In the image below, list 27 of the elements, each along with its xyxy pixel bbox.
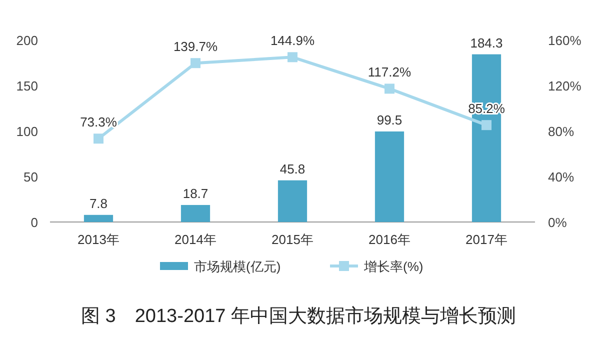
y2tick: 40% (548, 170, 574, 184)
data-label: 139.7% (173, 39, 218, 54)
y2tick: 0% (548, 215, 567, 230)
data-label: 18.7 (182, 186, 208, 201)
ytick: 200 (16, 33, 38, 48)
data-label: 184.3 (470, 35, 503, 50)
data-label: 7.8 (89, 196, 108, 211)
data-label: 144.9% (270, 33, 315, 48)
xtick: 2016年 (368, 232, 410, 247)
data-label: 99.5 (376, 112, 402, 128)
legend-label: 增长率(%) (364, 259, 424, 274)
legend-label: 市场规模(亿元) (194, 259, 281, 274)
y2tick: 80% (548, 124, 574, 139)
data-label: 117.2% (368, 64, 412, 80)
ytick: 100 (16, 124, 38, 139)
xtick: 2013年 (78, 232, 120, 247)
xtick: 2015年 (272, 232, 314, 247)
ytick: 150 (16, 78, 38, 94)
xtick: 2017年 (466, 232, 508, 247)
data-label: 73.3% (80, 114, 117, 130)
data-label: 45.8 (280, 161, 306, 176)
xtick: 2014年 (174, 232, 216, 247)
title: 图 3 2013-2017 年中国大数据市场规模与增长预测 (81, 306, 516, 327)
y2tick: 160% (548, 33, 582, 48)
y2tick: 120% (548, 78, 582, 94)
ytick: 50 (24, 170, 38, 184)
ytick: 0 (30, 215, 38, 230)
